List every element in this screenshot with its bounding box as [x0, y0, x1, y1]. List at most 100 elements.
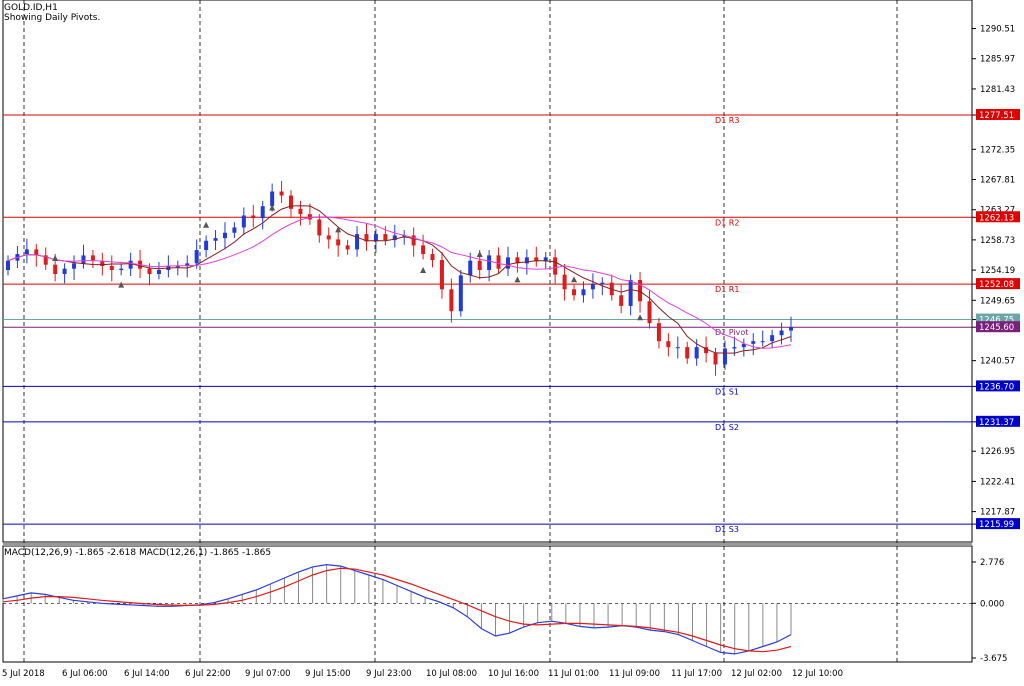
price-tag	[976, 518, 1020, 530]
price-tag-label: 1245.60	[979, 323, 1014, 333]
candle-body	[722, 348, 727, 365]
candle-body	[241, 215, 246, 228]
time-axis-label: 10 Jul 08:00	[426, 669, 477, 679]
pivot-label: D1 R2	[715, 218, 739, 227]
candle-body	[222, 232, 227, 239]
candle-body	[128, 260, 133, 269]
subtitle-label: Showing Daily Pivots.	[4, 13, 101, 23]
candle-body	[779, 330, 784, 336]
candle-body	[421, 245, 426, 255]
price-tag-label: 1277.51	[979, 111, 1014, 121]
candle-body	[72, 263, 77, 269]
pivot-label: D1 Pivot	[715, 328, 748, 337]
time-axis-label: 6 Jul 22:00	[185, 669, 231, 679]
candle-body	[270, 191, 275, 207]
pivot-label: D1 S2	[715, 423, 739, 432]
candle-body	[487, 255, 492, 271]
price-axis-label: 1285.97	[980, 55, 1015, 65]
candle-body	[468, 260, 473, 276]
candle-body	[694, 347, 699, 359]
candle-body	[24, 249, 29, 255]
time-axis-label: 6 Jul 14:00	[124, 669, 170, 679]
fractal-marker	[420, 267, 427, 274]
candle-body	[751, 341, 756, 344]
fractal-marker	[52, 255, 59, 262]
fractal-marker	[571, 276, 578, 283]
candles-group	[6, 180, 793, 376]
candle-body	[298, 208, 303, 215]
candle-body	[194, 250, 199, 264]
candle-body	[713, 353, 718, 365]
pivot-label: D1 S1	[715, 387, 739, 396]
price-axis-label: 1240.57	[980, 357, 1015, 367]
candle-body	[147, 268, 152, 275]
price-axis-label: 1226.95	[980, 447, 1015, 457]
candle-body	[6, 260, 10, 271]
time-axis-label: 11 Jul 17:00	[671, 669, 722, 679]
time-axis-label: 9 Jul 15:00	[305, 669, 351, 679]
price-tag-label: 1231.37	[979, 418, 1014, 428]
candle-body	[543, 257, 548, 262]
candle-body	[770, 335, 775, 342]
price-axis-label: 1267.81	[980, 176, 1015, 186]
candle-body	[524, 257, 529, 264]
candle-body	[581, 289, 586, 296]
candle-body	[279, 191, 284, 196]
candle-body	[685, 347, 690, 359]
fractal-marker	[203, 221, 210, 228]
time-axis-label: 12 Jul 10:00	[792, 669, 843, 679]
candle-body	[789, 327, 793, 331]
candle-body	[496, 255, 501, 269]
candle-body	[534, 257, 539, 262]
candle-body	[411, 235, 416, 246]
candle-body	[156, 270, 161, 275]
price-axis-label: 1217.87	[980, 508, 1015, 518]
price-tag	[976, 278, 1020, 290]
candle-body	[562, 274, 567, 290]
candle-body	[628, 279, 633, 306]
macd-signal-line	[2, 567, 792, 653]
price-tag-label: 1262.13	[979, 213, 1014, 223]
candle-body	[204, 240, 209, 251]
candle-body	[232, 227, 237, 233]
candle-body	[458, 275, 463, 312]
candle-body	[109, 266, 114, 271]
price-axis-label: 1281.43	[980, 85, 1015, 95]
price-tag	[976, 321, 1020, 333]
fractal-marker	[335, 226, 342, 233]
candle-body	[289, 195, 294, 209]
candle-body	[732, 347, 737, 349]
candle-body	[760, 341, 765, 343]
candle-body	[345, 245, 350, 250]
candle-body	[647, 301, 652, 324]
ma-fast-line	[7, 205, 792, 354]
candle-body	[666, 341, 671, 348]
candle-body	[439, 260, 444, 290]
price-tag-label: 1236.70	[979, 382, 1014, 392]
macd-histogram	[2, 564, 792, 654]
candle-body	[34, 249, 39, 256]
price-tag	[976, 415, 1020, 427]
candle-body	[704, 347, 709, 354]
candle-body	[741, 343, 746, 348]
candle-body	[619, 295, 624, 306]
candle-body	[449, 289, 454, 312]
price-tag	[976, 108, 1020, 120]
candle-body	[326, 235, 331, 240]
ma-slow-line	[7, 216, 792, 349]
candle-body	[185, 263, 190, 267]
candle-body	[656, 323, 661, 342]
time-axis-label: 10 Jul 16:00	[488, 669, 539, 679]
candle-body	[402, 235, 407, 237]
main-pane-frame	[2, 0, 973, 543]
candle-body	[675, 347, 680, 349]
candle-body	[53, 264, 58, 275]
macd-header-label: MACD(12,26,9) -1.865 -2.618 MACD(12,26,1…	[4, 548, 272, 558]
candle-body	[260, 206, 265, 219]
price-tag-label: 1246.75	[979, 316, 1014, 326]
time-axis-label: 11 Jul 09:00	[609, 669, 660, 679]
price-tag	[976, 211, 1020, 223]
candle-body	[251, 215, 256, 219]
